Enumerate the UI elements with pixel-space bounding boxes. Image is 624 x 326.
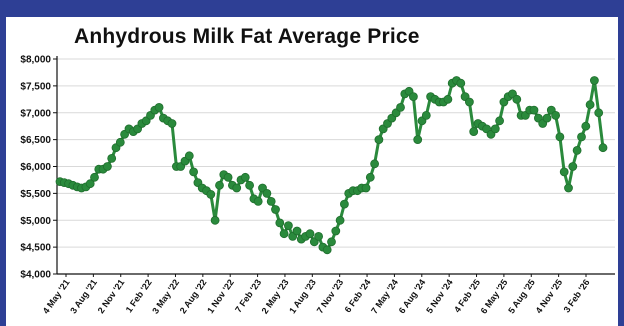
data-point — [90, 172, 99, 182]
data-point — [370, 159, 380, 169]
data-point — [223, 172, 233, 182]
data-point — [314, 231, 324, 241]
data-point — [335, 215, 345, 225]
x-tick-label: 4 Nov '25 — [534, 277, 565, 315]
x-tick-label: 7 Nov '23 — [315, 277, 346, 315]
series-group — [55, 76, 608, 255]
data-point — [408, 92, 418, 101]
data-point — [443, 94, 453, 104]
x-tick-label: 3 Feb '26 — [562, 277, 592, 314]
data-point — [469, 127, 479, 137]
data-point — [215, 180, 224, 190]
data-point — [590, 76, 599, 85]
series-line — [59, 79, 605, 252]
x-tick-label: 4 Feb '25 — [452, 277, 482, 314]
right-frame-bar — [618, 17, 624, 326]
data-point — [245, 180, 255, 190]
data-point — [568, 162, 578, 171]
y-tick-label: $5,500 — [20, 189, 51, 200]
data-point — [421, 111, 431, 120]
data-point — [581, 121, 591, 131]
data-point — [271, 205, 280, 214]
y-tick-label: $7,000 — [20, 108, 51, 119]
data-point — [594, 108, 604, 118]
x-tick-label: 2 Nov '21 — [96, 277, 127, 315]
data-point — [253, 196, 263, 206]
data-point — [189, 167, 199, 177]
data-point — [305, 229, 315, 239]
data-point — [184, 151, 194, 161]
data-point — [154, 103, 164, 112]
data-point — [564, 183, 573, 193]
data-point — [374, 135, 384, 145]
data-point — [490, 124, 500, 134]
data-point — [167, 119, 177, 128]
data-point — [103, 162, 112, 171]
chart-title: Anhydrous Milk Fat Average Price — [74, 25, 420, 48]
y-tick-label: $5,000 — [20, 216, 51, 227]
data-point — [551, 111, 560, 120]
data-point — [542, 113, 552, 123]
data-point — [327, 237, 336, 247]
data-point — [266, 196, 276, 206]
data-point — [365, 172, 375, 182]
y-tick-label: $8,000 — [20, 55, 51, 66]
data-point — [240, 172, 250, 182]
data-point — [275, 218, 285, 228]
data-point — [339, 199, 349, 209]
y-tick-label: $4,500 — [20, 243, 51, 254]
data-point — [262, 188, 272, 198]
data-point — [85, 179, 95, 189]
x-tick-label: 7 Feb '23 — [233, 277, 263, 314]
data-point — [598, 143, 608, 153]
data-point — [464, 97, 474, 107]
data-point — [529, 105, 539, 115]
data-point — [322, 245, 332, 255]
data-point — [279, 229, 289, 239]
y-tick-label: $4,000 — [20, 270, 51, 281]
axes — [53, 56, 615, 277]
data-point — [115, 137, 125, 147]
data-point — [456, 78, 466, 88]
y-tick-label: $7,500 — [20, 81, 51, 92]
y-tick-label: $6,000 — [20, 162, 51, 173]
data-point — [495, 116, 505, 126]
data-point — [577, 132, 586, 142]
data-point — [283, 221, 293, 231]
x-tick-label: 5 Nov '24 — [424, 277, 455, 315]
top-frame-bar — [0, 0, 624, 17]
data-point — [107, 153, 117, 163]
data-point — [512, 94, 522, 104]
data-point — [232, 183, 242, 193]
x-tick-label: 1 Nov '22 — [205, 277, 236, 315]
x-tick-labels: 4 May '213 Aug '212 Nov '211 Feb '223 Ma… — [41, 277, 592, 315]
data-point — [396, 103, 405, 112]
data-point — [361, 183, 371, 193]
x-tick-label: 1 Feb '22 — [124, 277, 154, 314]
data-point — [331, 226, 341, 236]
x-tick-label: 6 Feb '24 — [343, 277, 373, 314]
data-point — [572, 145, 582, 155]
y-tick-labels: $4,000 $4,500 $5,000 $5,500 $6,000 $6,500 $7,0… — [20, 55, 51, 281]
data-point — [206, 189, 216, 199]
data-point — [585, 100, 595, 110]
y-tick-label: $6,500 — [20, 135, 51, 146]
data-point — [413, 135, 423, 145]
left-frame-bar — [0, 17, 6, 326]
data-point — [292, 226, 302, 236]
data-point — [210, 215, 220, 225]
data-point — [559, 167, 569, 177]
data-point — [555, 132, 565, 142]
